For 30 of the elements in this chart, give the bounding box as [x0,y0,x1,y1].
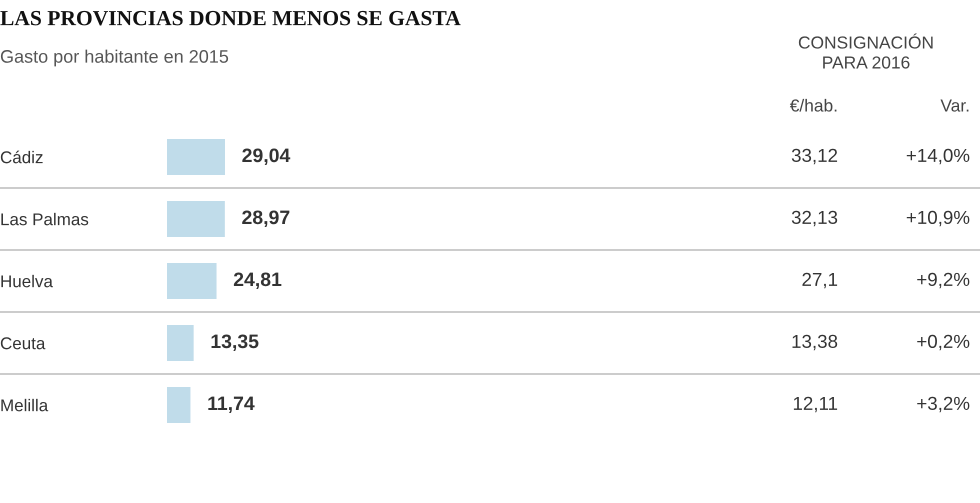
data-label: 13,35 [212,334,258,352]
text: €/hab. [790,98,836,112]
chart-title: LAS PROVINCIAS DONDE MENOS SE GASTA [0,10,461,26]
data-label: 29,04 [242,148,290,166]
text: 13,38 [792,334,838,350]
y-tick-label: Cádiz [0,150,43,164]
bar [167,387,190,423]
y-tick-label: Las Palmas [1,212,88,226]
text: +0,2% [917,334,970,350]
text: 33,12 [792,148,838,164]
y-tick-label: Huelva [1,274,53,288]
bar [167,201,225,237]
text: +3,2% [917,396,970,412]
data-label: 11,74 [208,396,255,414]
text: CONSIGNACIÓN PARA 2016 [798,33,933,69]
text: +14,0% [906,148,970,164]
text: 12,11 [794,396,838,412]
bar [167,325,194,361]
y-tick-label: Melilla [1,398,48,412]
y-tick-label: Ceuta [0,337,46,350]
text: +10,9% [906,210,970,226]
chart-subtitle: Gasto por habitante en 2015 [0,50,228,66]
bar [167,139,225,175]
bar [167,263,217,299]
text: 27,1 [802,272,838,288]
text: 32,13 [792,210,838,226]
text: +9,2% [917,272,970,288]
data-label: 28,97 [242,210,290,228]
data-label: 24,81 [234,272,282,290]
text: Var. [940,100,968,112]
